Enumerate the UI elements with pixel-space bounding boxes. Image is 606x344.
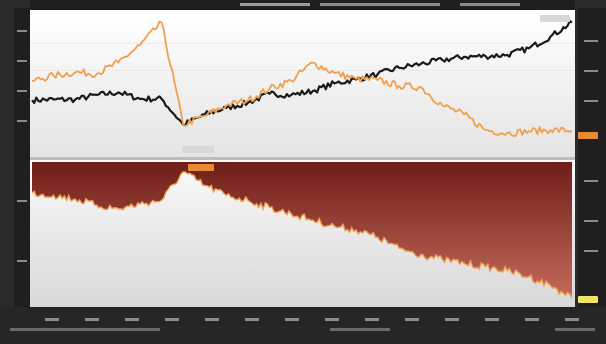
right-tick-label	[584, 220, 598, 222]
title-text-blob-3	[460, 3, 520, 6]
x-tick-label	[85, 318, 99, 321]
right-tick-label	[584, 100, 598, 102]
drawdown-area	[32, 162, 572, 298]
right-axis-strip	[578, 8, 606, 308]
title-text-blob-2	[320, 3, 440, 6]
footer-text-blob-2	[330, 328, 390, 331]
series-line-orange	[32, 20, 573, 137]
right-tick-label	[584, 250, 598, 252]
panel-separator	[30, 157, 575, 160]
left-tick-label	[17, 30, 27, 32]
right-axis-ticks	[584, 40, 598, 252]
low-point-badge	[182, 146, 214, 153]
top-right-legend	[540, 15, 570, 22]
right-tick-label	[584, 70, 598, 72]
x-axis-ticks	[45, 318, 579, 321]
top-panel-bg	[30, 10, 575, 158]
x-tick-label	[245, 318, 259, 321]
drawdown-end-badge	[578, 296, 598, 303]
left-tick-label	[17, 200, 27, 202]
annotation-labels	[182, 15, 598, 303]
drawdown-peak-badge	[188, 164, 214, 171]
x-tick-label	[365, 318, 379, 321]
orange-end-badge	[578, 132, 598, 139]
series-line-black	[31, 19, 573, 127]
x-tick-label	[125, 318, 139, 321]
left-tick-label	[17, 90, 27, 92]
x-tick-label	[405, 318, 419, 321]
title-text-blob	[240, 3, 310, 6]
x-tick-label	[205, 318, 219, 321]
left-tick-label	[17, 60, 27, 62]
x-tick-label	[165, 318, 179, 321]
x-tick-label	[485, 318, 499, 321]
footer-text-blob-3	[555, 328, 595, 331]
bottom-panel-area	[31, 162, 573, 299]
left-axis-ticks	[17, 30, 27, 262]
x-axis-strip	[0, 307, 606, 344]
footer-text-blob	[10, 328, 160, 331]
x-tick-label	[525, 318, 539, 321]
x-tick-label	[325, 318, 339, 321]
left-tick-label	[17, 120, 27, 122]
right-tick-label	[584, 40, 598, 42]
x-tick-label	[285, 318, 299, 321]
x-tick-label	[445, 318, 459, 321]
drawdown-edge	[31, 171, 573, 299]
left-axis-strip	[14, 8, 30, 308]
x-tick-label	[45, 318, 59, 321]
left-tick-label	[17, 260, 27, 262]
x-tick-label	[565, 318, 579, 321]
top-panel-series	[31, 19, 573, 137]
right-tick-label	[584, 180, 598, 182]
